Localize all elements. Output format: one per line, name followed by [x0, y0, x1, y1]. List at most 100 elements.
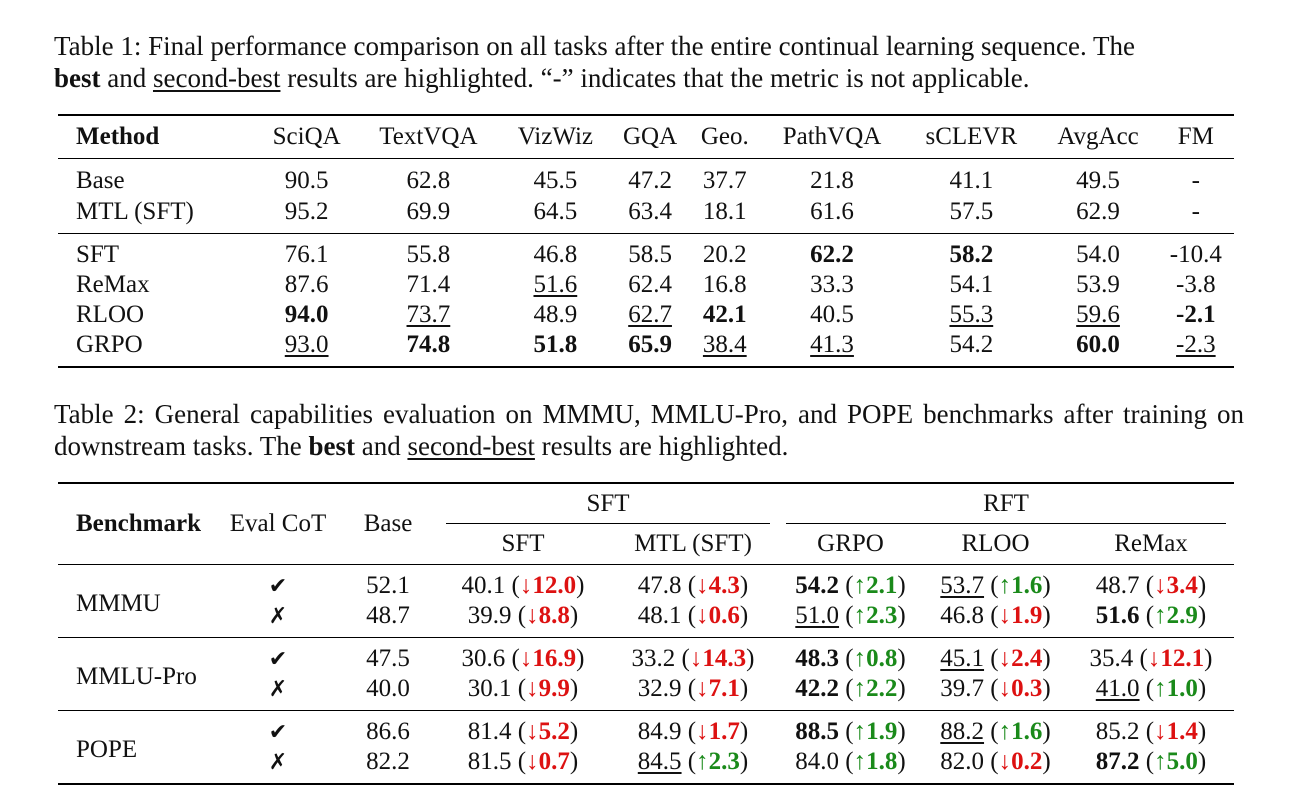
- table-cell: 42.2 (↑2.2): [778, 674, 923, 711]
- table-cell: 55.8: [356, 234, 500, 271]
- second-best-value: 51.6: [533, 271, 578, 298]
- check-icon: ✔: [268, 646, 288, 672]
- table-cell: 40.5: [760, 300, 904, 330]
- value: 85.2: [1095, 718, 1140, 745]
- value: 76.1: [284, 241, 329, 268]
- delta-value: 0.7: [538, 748, 570, 775]
- column-header-textvqa: TextVQA: [356, 114, 501, 159]
- table1-header-row: Method SciQA TextVQA VizWiz GQA Geo. PathVQA sC…: [58, 114, 1234, 159]
- table-cell: 45.1 (↓2.4): [940, 645, 1051, 672]
- best-value: 74.8: [406, 331, 451, 358]
- delta-value: 2.3: [866, 602, 898, 629]
- best-value: -2.1: [1176, 301, 1216, 328]
- second-best-value: 55.3: [949, 301, 994, 328]
- best-value: 42.2: [795, 675, 840, 702]
- column-header-vizwiz: VizWiz: [500, 114, 611, 159]
- value: 46.8: [940, 602, 985, 629]
- value: 30.6: [461, 645, 506, 672]
- table-row: RLOO 94.0 73.7 48.9 62.7 42.1 40.5 55.3 59.6 -2.1: [58, 300, 1234, 330]
- table-cell: 55.3: [904, 300, 1038, 330]
- delta-down: ↓0.7: [526, 748, 570, 775]
- table-row: SFT 76.1 55.8 46.8 58.5 20.2 62.2 58.2 54.0 -10.4: [58, 234, 1234, 271]
- value: 39.7: [940, 675, 985, 702]
- table-row: GRPO 93.0 74.8 51.8 65.9 38.4 41.3 54.2 60.0 -2.3: [58, 330, 1234, 368]
- value: 46.8: [533, 241, 578, 268]
- delta-value: 8.8: [538, 602, 570, 629]
- delta-value: 0.2: [1011, 748, 1043, 775]
- value: 20.2: [702, 241, 747, 268]
- arrow-up-icon: ↑: [1154, 602, 1167, 629]
- table-cell: 87.6: [257, 270, 357, 300]
- table-cell: 16.8: [690, 270, 760, 300]
- table-cell: 61.6: [759, 196, 905, 234]
- value: 41.1: [949, 166, 994, 194]
- delta-value: 12.0: [532, 572, 577, 599]
- delta-value: 1.8: [866, 748, 898, 775]
- table-cell: 33.3: [760, 270, 904, 300]
- table-cell: 54.0: [1038, 234, 1157, 271]
- value: 84.9: [637, 718, 682, 745]
- table-cell: 47.2: [610, 159, 689, 197]
- table-cell: 62.2: [760, 234, 904, 271]
- delta-value: 1.4: [1166, 718, 1198, 745]
- value: 87.6: [284, 271, 329, 298]
- caption-second-best: second-best: [407, 431, 535, 461]
- delta-up: ↑0.8: [854, 645, 898, 672]
- delta-down: ↓8.8: [526, 602, 570, 629]
- table-cell: 95.2: [256, 196, 357, 234]
- header-benchmark: Benchmark: [58, 482, 218, 565]
- best-value: 65.9: [628, 331, 672, 358]
- delta-value: 9.9: [538, 675, 570, 702]
- second-best-value: 41.3: [810, 331, 854, 358]
- second-best-value: 51.0: [795, 602, 840, 629]
- table-cell: 62.4: [610, 270, 689, 300]
- table-cell: 38.4: [689, 330, 760, 368]
- table-cell: 30.6 (↓16.9): [461, 645, 585, 672]
- delta-value: 2.3: [708, 748, 740, 775]
- table-cell: 20.2: [690, 234, 760, 271]
- subheader-mtl-sft-: MTL (SFT): [608, 524, 778, 565]
- table-cell: 37.7: [690, 159, 760, 197]
- delta-value: 5.2: [538, 718, 570, 745]
- table-cell: 62.7: [610, 300, 689, 330]
- table-cell: 53.9: [1038, 270, 1157, 300]
- delta-down: ↓12.0: [520, 572, 576, 599]
- delta-down: ↓1.7: [696, 718, 740, 745]
- table-cell: -: [1157, 196, 1234, 234]
- cross-icon: ✗: [218, 747, 338, 785]
- column-header-sciqa: SciQA: [256, 114, 357, 159]
- caption-best: best: [308, 431, 355, 461]
- second-best-value: 73.7: [406, 301, 451, 328]
- header-group-rft: RFT: [778, 482, 1234, 524]
- table-cell: 85.2 (↓1.4): [1095, 718, 1207, 745]
- delta-up: ↑2.3: [854, 602, 898, 629]
- table-cell: 74.8: [356, 330, 501, 368]
- table-cell: 40.1 (↓12.0): [461, 572, 585, 599]
- table-cell: 64.5: [500, 196, 611, 234]
- table-cell: 51.6: [500, 270, 610, 300]
- base-value: 52.1: [366, 572, 410, 599]
- check-icon: ✔: [268, 573, 288, 599]
- table-cell: 57.5: [904, 196, 1039, 234]
- arrow-down-icon: ↓: [998, 645, 1012, 672]
- arrow-down-icon: ↓: [1154, 572, 1167, 599]
- second-best-value: 84.5: [637, 748, 682, 775]
- value: 21.8: [810, 166, 854, 194]
- header-eval-cot: Eval CoT: [218, 482, 338, 565]
- arrow-up-icon: ↑: [853, 675, 867, 702]
- arrow-up-icon: ↑: [696, 748, 709, 775]
- column-header-gqa: GQA: [610, 114, 690, 159]
- table-cell: 73.7: [356, 300, 500, 330]
- arrow-down-icon: ↓: [696, 675, 709, 702]
- table-cell: 30.1 (↓9.9): [438, 674, 608, 711]
- second-best-value: 38.4: [702, 331, 747, 358]
- delta-up: ↑1.6: [999, 718, 1043, 745]
- best-value: 42.1: [702, 301, 747, 328]
- best-value: 48.3: [795, 645, 840, 672]
- table-cell: 87.2 (↑5.0): [1068, 747, 1234, 785]
- delta-down: ↓2.4: [999, 645, 1043, 672]
- delta-value: 2.2: [866, 675, 898, 702]
- table-cell: 54.2 (↑2.1): [795, 572, 906, 599]
- table2-subheader-row: SFT MTL (SFT) GRPO RLOO ReMax: [58, 524, 1234, 565]
- table-cell: 39.7 (↓0.3): [923, 674, 1068, 711]
